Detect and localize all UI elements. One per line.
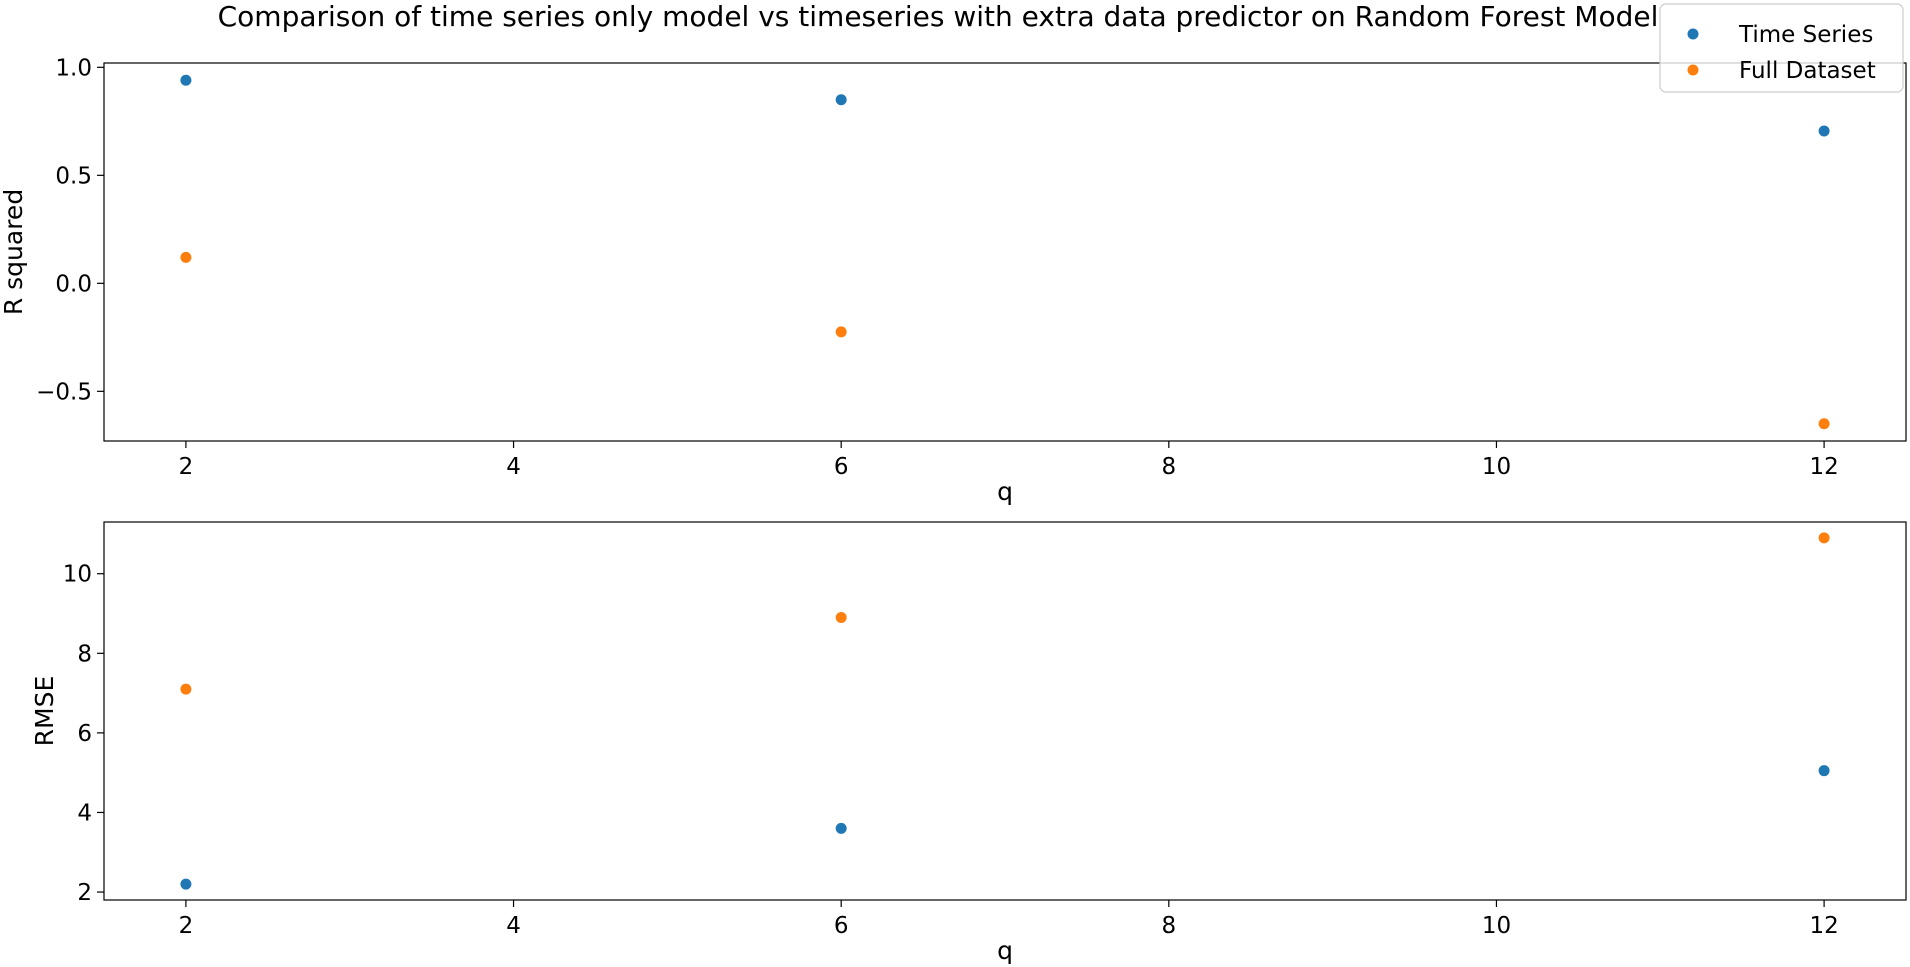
axes-frame (103, 62, 1907, 442)
point-full-dataset (180, 251, 192, 263)
x-tick-label: 6 (834, 913, 849, 939)
y-tick-label: −0.5 (36, 379, 92, 405)
x-axis-label: q (997, 936, 1013, 965)
y-tick-label: 10 (63, 562, 92, 588)
x-tick-label: 4 (506, 913, 521, 939)
y-axis-label: R squared (0, 189, 28, 315)
legend-frame (1659, 3, 1904, 93)
y-tick-label: 0.5 (55, 163, 92, 189)
point-time-series (835, 822, 847, 834)
point-time-series (180, 74, 192, 86)
x-tick-label: 8 (1161, 913, 1176, 939)
y-tick-label: 8 (77, 641, 92, 667)
y-tick-label: 4 (77, 800, 92, 826)
x-tick-label: 6 (834, 454, 849, 480)
y-tick-label: 1.0 (55, 55, 92, 81)
point-full-dataset (835, 326, 847, 338)
point-time-series (180, 878, 192, 890)
x-tick-label: 12 (1809, 454, 1838, 480)
point-time-series (1818, 125, 1830, 137)
legend-marker-full-dataset (1687, 64, 1699, 76)
legend: Time Series Full Dataset (1659, 3, 1904, 93)
legend-marker-time-series (1687, 28, 1699, 40)
point-full-dataset (180, 683, 192, 695)
point-full-dataset (1818, 418, 1830, 430)
x-tick-label: 2 (179, 913, 194, 939)
point-time-series (835, 94, 847, 106)
x-tick-label: 4 (506, 454, 521, 480)
x-tick-label: 12 (1809, 913, 1838, 939)
rmse-panel: 2 4 6 8 10 12 2 4 6 8 10 q RMSE (30, 521, 1907, 965)
y-axis-label: RMSE (30, 676, 59, 747)
x-axis-label: q (997, 477, 1013, 506)
x-tick-label: 8 (1161, 454, 1176, 480)
y-tick-label: 6 (77, 721, 92, 747)
legend-label-time-series: Time Series (1738, 22, 1873, 48)
point-full-dataset (1818, 532, 1830, 544)
y-tick-label: 0.0 (55, 271, 92, 297)
point-full-dataset (835, 611, 847, 623)
x-tick-label: 10 (1482, 913, 1511, 939)
axes-frame (103, 521, 1907, 901)
y-tick-label: 2 (77, 880, 92, 906)
chart-title: Comparison of time series only model vs … (218, 0, 1659, 33)
legend-label-full-dataset: Full Dataset (1739, 58, 1876, 84)
r-squared-panel: 2 4 6 8 10 12 −0.5 0.0 0.5 1.0 q R squared (0, 55, 1907, 506)
x-tick-label: 10 (1482, 454, 1511, 480)
x-tick-label: 2 (179, 454, 194, 480)
point-time-series (1818, 765, 1830, 777)
